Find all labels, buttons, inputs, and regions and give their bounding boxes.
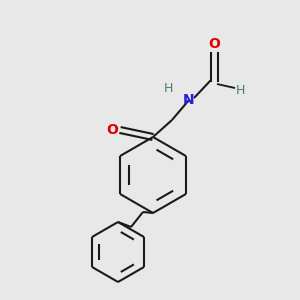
Text: O: O [106,123,118,137]
Text: H: H [235,83,245,97]
Text: H: H [163,82,173,95]
Text: N: N [183,93,195,107]
Text: O: O [208,37,220,51]
